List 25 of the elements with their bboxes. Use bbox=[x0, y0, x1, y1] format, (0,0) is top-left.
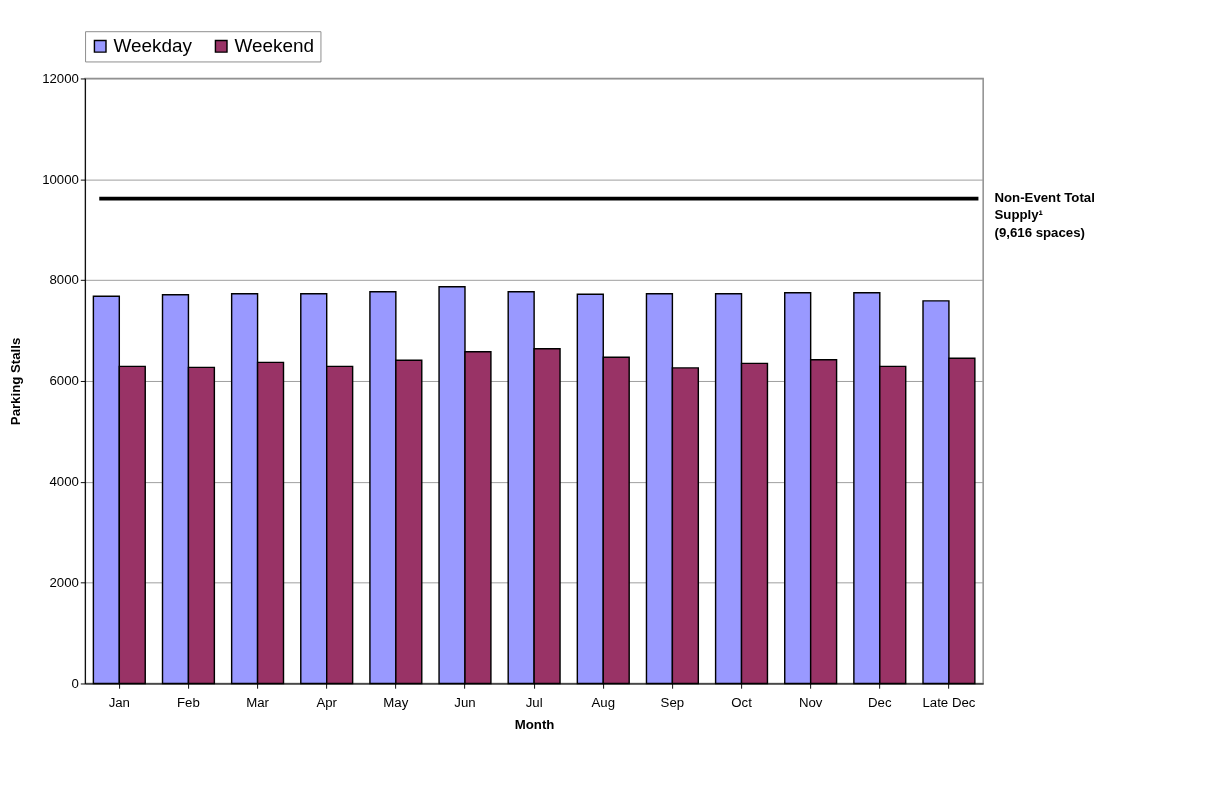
y-tick-label: 8000 bbox=[49, 272, 79, 288]
x-tick-label: Feb bbox=[177, 694, 200, 710]
x-tick-label: Apr bbox=[316, 694, 338, 710]
y-axis-title: Parking Stalls bbox=[8, 337, 24, 426]
y-tick-label: 2000 bbox=[49, 574, 79, 590]
y-tick-label: 12000 bbox=[42, 70, 79, 86]
x-tick-label: Jun bbox=[454, 694, 476, 710]
x-tick-label: Sep bbox=[660, 694, 685, 710]
y-tick-label: 0 bbox=[71, 675, 79, 691]
x-tick-label: Jul bbox=[525, 694, 543, 710]
y-tick-label: 10000 bbox=[42, 171, 79, 187]
y-tick-label: 4000 bbox=[49, 474, 79, 490]
x-tick-label: May bbox=[383, 694, 409, 710]
x-tick-label: Mar bbox=[246, 694, 270, 710]
y-tick-label: 6000 bbox=[49, 373, 79, 389]
x-axis-title: Month bbox=[514, 717, 555, 733]
ref-line-label: Non-Event Total Supply¹ (9,616 spaces) bbox=[994, 190, 1095, 240]
x-tick-label: Dec bbox=[868, 694, 892, 710]
legend-label: Weekend bbox=[234, 35, 314, 57]
x-tick-label: Oct bbox=[731, 694, 753, 710]
legend-label: Weekday bbox=[113, 35, 193, 57]
x-tick-label: Nov bbox=[798, 694, 823, 710]
x-tick-label: Late Dec bbox=[922, 694, 976, 710]
x-tick-label: Jan bbox=[108, 694, 130, 710]
x-tick-label: Aug bbox=[591, 694, 616, 710]
